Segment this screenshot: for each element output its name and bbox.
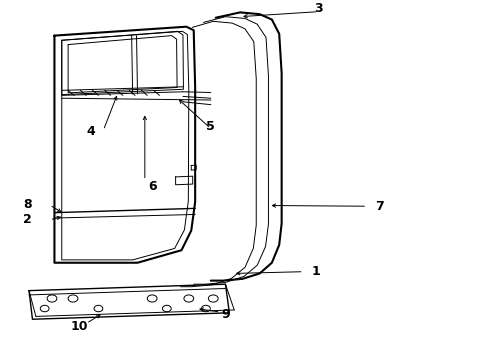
Text: 6: 6 [148, 180, 156, 193]
Text: 3: 3 [314, 2, 322, 15]
Text: 7: 7 [375, 200, 384, 213]
Text: 4: 4 [87, 125, 96, 138]
Text: 5: 5 [206, 120, 215, 132]
Text: 1: 1 [312, 265, 320, 278]
Text: 2: 2 [23, 213, 32, 226]
Text: 9: 9 [221, 308, 230, 321]
Text: 8: 8 [23, 198, 32, 211]
Text: 10: 10 [70, 320, 88, 333]
